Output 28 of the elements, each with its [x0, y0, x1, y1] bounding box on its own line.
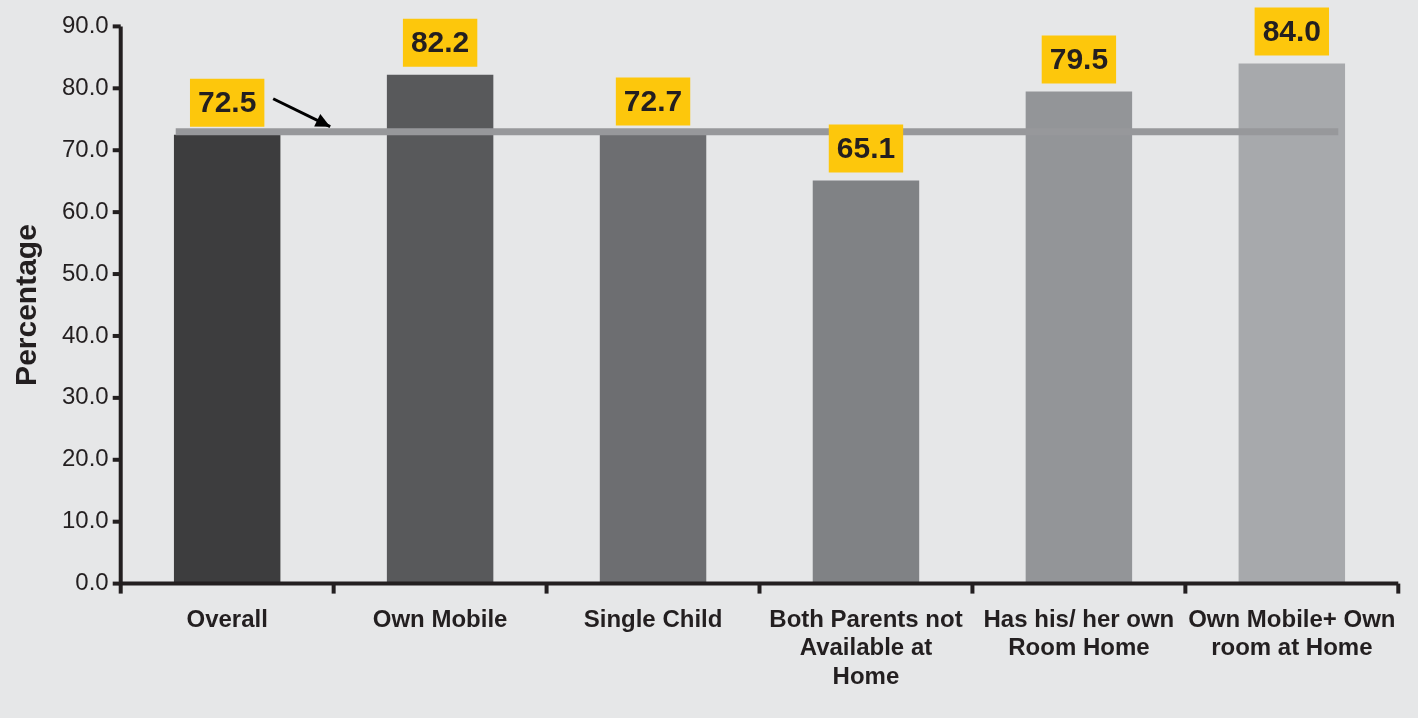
y-tick-label: 30.0 — [61, 382, 109, 410]
bar — [173, 134, 281, 584]
y-tick-label: 50.0 — [61, 258, 109, 286]
data-label: 79.5 — [1049, 41, 1109, 75]
data-label: 72.5 — [197, 85, 257, 119]
x-tick-label: Overall — [186, 604, 268, 632]
y-tick-label: 70.0 — [61, 134, 109, 162]
x-tick-label: Own Mobile+ Own room at Home — [1188, 604, 1396, 661]
data-label: 72.7 — [623, 83, 683, 117]
y-tick-label: 60.0 — [61, 196, 109, 224]
data-label: 65.1 — [836, 130, 896, 164]
y-tick-label: 80.0 — [61, 72, 109, 100]
x-tick-label: Single Child — [583, 604, 723, 632]
data-label: 82.2 — [410, 24, 470, 58]
y-tick-label: 10.0 — [61, 506, 109, 534]
bar — [1238, 63, 1346, 584]
bar — [386, 74, 494, 584]
bar — [812, 180, 920, 584]
x-tick-label: Has his/ her own Room Home — [983, 604, 1175, 661]
y-tick-label: 40.0 — [61, 320, 109, 348]
x-tick-label: Own Mobile — [372, 604, 508, 632]
x-tick-label: Both Parents not Available at Home — [769, 604, 963, 690]
y-tick-label: 0.0 — [75, 568, 109, 596]
bar — [599, 133, 707, 584]
y-axis-title: Percentage — [9, 224, 43, 386]
y-tick-label: 90.0 — [61, 11, 109, 39]
data-label: 84.0 — [1262, 13, 1322, 47]
y-tick-label: 20.0 — [61, 444, 109, 472]
